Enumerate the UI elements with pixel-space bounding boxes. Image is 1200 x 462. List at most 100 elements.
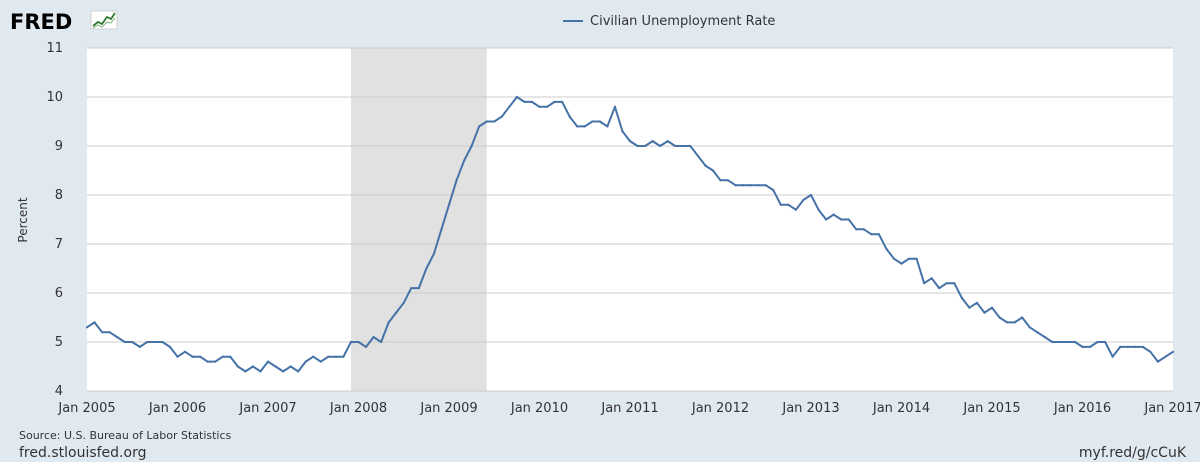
data-point [244,370,247,373]
x-tick-label: Jan 2006 [148,401,206,416]
data-point [447,203,451,206]
data-point [930,277,933,280]
data-point [1119,345,1122,348]
data-point [168,345,172,348]
data-point [108,331,111,334]
data-point [817,208,820,211]
data-point [975,301,979,304]
data-point [1111,355,1114,358]
data-point [862,228,865,231]
data-point [749,184,752,187]
data-point [968,306,971,309]
data-point [613,105,617,108]
data-point [674,144,677,148]
x-tick-label: Jan 2009 [419,401,477,416]
series-layer [85,95,1175,373]
data-point [1043,336,1046,339]
data-point [500,115,503,118]
data-point [719,179,722,182]
data-point [636,144,639,148]
data-point [1058,340,1061,344]
data-point [621,130,624,133]
x-tick-label: Jan 2012 [691,401,749,416]
data-point [236,365,239,368]
data-point [794,208,798,211]
recession-shading-layer [350,48,487,391]
y-tick-label: 7 [55,237,63,252]
data-point [840,218,843,221]
data-point [696,154,699,157]
x-tick-label: Jan 2014 [872,401,930,416]
data-point [998,316,1001,319]
data-point [915,257,918,260]
legend[interactable]: Civilian Unemployment Rate [563,14,775,29]
data-point [387,321,390,324]
data-point [681,144,684,148]
data-point [274,365,277,368]
data-point [221,355,224,358]
y-tick-label: 9 [55,139,63,154]
data-point [364,345,368,348]
data-point [1126,345,1129,348]
data-point [659,144,662,148]
data-point [432,252,436,255]
data-point [598,120,601,123]
data-point [455,179,458,182]
data-point [734,184,737,187]
y-tick-label: 6 [55,286,63,301]
data-point [787,203,790,206]
data-point [651,140,654,143]
data-point [1036,331,1039,334]
data-point [523,100,526,103]
data-point [297,370,300,373]
data-point [1096,340,1099,344]
data-point [334,355,337,358]
data-point [312,355,315,358]
x-tick-label: Jan 2011 [600,401,658,416]
data-point [1171,350,1175,353]
data-point [85,326,89,329]
data-point [666,140,669,143]
data-point [349,340,353,344]
data-point [545,105,549,108]
data-point [417,287,420,290]
data-point [462,159,466,162]
short-link[interactable]: myf.red/g/cCuK [1079,445,1187,461]
data-point [847,218,850,221]
data-point [576,125,579,128]
data-point [508,105,511,108]
y-tick-label: 5 [55,335,63,350]
x-tick-label: Jan 2016 [1053,401,1111,416]
data-point [870,233,873,236]
source-note: Source: U.S. Bureau of Labor Statistics [19,429,232,442]
data-point [704,164,707,167]
site-link[interactable]: fred.stlouisfed.org [19,445,146,461]
data-point [757,184,760,187]
data-point [923,282,926,285]
data-point [530,100,534,103]
data-point [478,125,481,128]
data-point [983,311,986,314]
data-point [591,120,594,123]
fred-logo[interactable]: FRED [10,10,118,34]
data-point [1051,340,1054,344]
fred-chart-logo-icon [90,10,118,30]
data-point [561,100,564,103]
data-point [266,360,270,363]
data-point [395,311,398,314]
gridlines [87,47,1173,392]
data-point [251,365,255,368]
data-point [93,321,96,324]
data-point [485,120,488,123]
data-point [281,370,285,373]
data-point [553,100,556,103]
data-point [772,189,775,192]
data-point [990,306,994,309]
data-point [1149,350,1152,353]
data-point [1164,355,1167,358]
x-tick-label: Jan 2005 [57,401,115,416]
x-tick-label: Jan 2007 [238,401,296,416]
data-point [342,355,345,358]
data-point [199,355,202,358]
